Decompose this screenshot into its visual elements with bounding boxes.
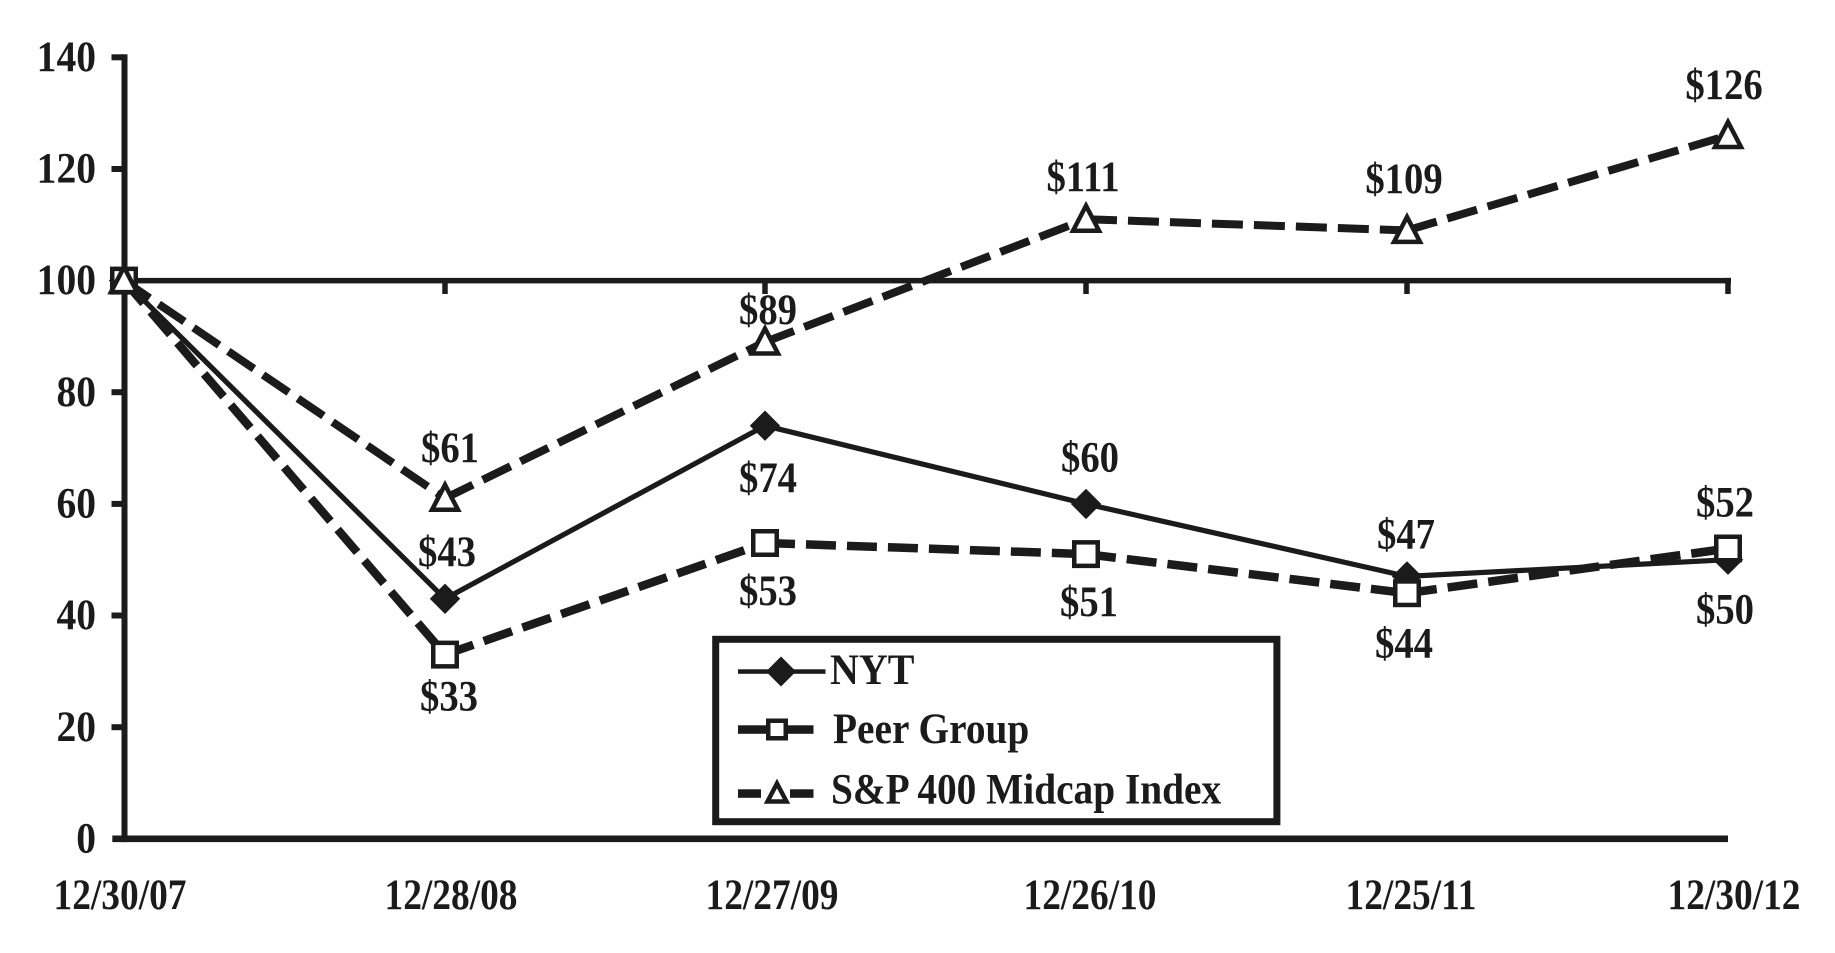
svg-text:$89: $89 <box>739 286 797 333</box>
svg-text:80: 80 <box>56 367 96 415</box>
svg-text:$43: $43 <box>418 528 476 575</box>
svg-text:$51: $51 <box>1060 578 1118 625</box>
svg-text:$61: $61 <box>421 424 479 471</box>
svg-text:$52: $52 <box>1696 479 1754 526</box>
svg-text:$33: $33 <box>420 673 478 720</box>
svg-text:$126: $126 <box>1685 61 1762 108</box>
svg-text:S&P 400 Midcap Index: S&P 400 Midcap Index <box>831 765 1222 813</box>
svg-text:$44: $44 <box>1375 620 1433 667</box>
svg-text:12/26/10: 12/26/10 <box>1023 871 1156 919</box>
svg-text:120: 120 <box>37 144 96 192</box>
svg-text:$47: $47 <box>1377 511 1435 558</box>
svg-text:12/30/12: 12/30/12 <box>1667 871 1800 919</box>
svg-text:$53: $53 <box>739 567 797 614</box>
svg-text:100: 100 <box>37 256 96 304</box>
svg-text:40: 40 <box>56 591 96 639</box>
svg-text:12/25/11: 12/25/11 <box>1346 871 1477 919</box>
svg-text:12/27/09: 12/27/09 <box>705 871 838 919</box>
svg-text:0: 0 <box>76 814 96 862</box>
svg-text:140: 140 <box>37 32 96 80</box>
svg-text:$60: $60 <box>1061 434 1119 481</box>
svg-text:12/30/07: 12/30/07 <box>53 871 186 919</box>
svg-text:$109: $109 <box>1365 155 1442 202</box>
svg-text:60: 60 <box>56 479 96 527</box>
svg-text:12/28/08: 12/28/08 <box>384 871 517 919</box>
svg-text:Peer Group: Peer Group <box>833 705 1029 753</box>
svg-text:$74: $74 <box>739 454 797 501</box>
svg-text:20: 20 <box>56 702 96 750</box>
svg-text:$111: $111 <box>1046 153 1119 200</box>
svg-text:$50: $50 <box>1696 586 1754 633</box>
svg-text:NYT: NYT <box>830 646 915 694</box>
